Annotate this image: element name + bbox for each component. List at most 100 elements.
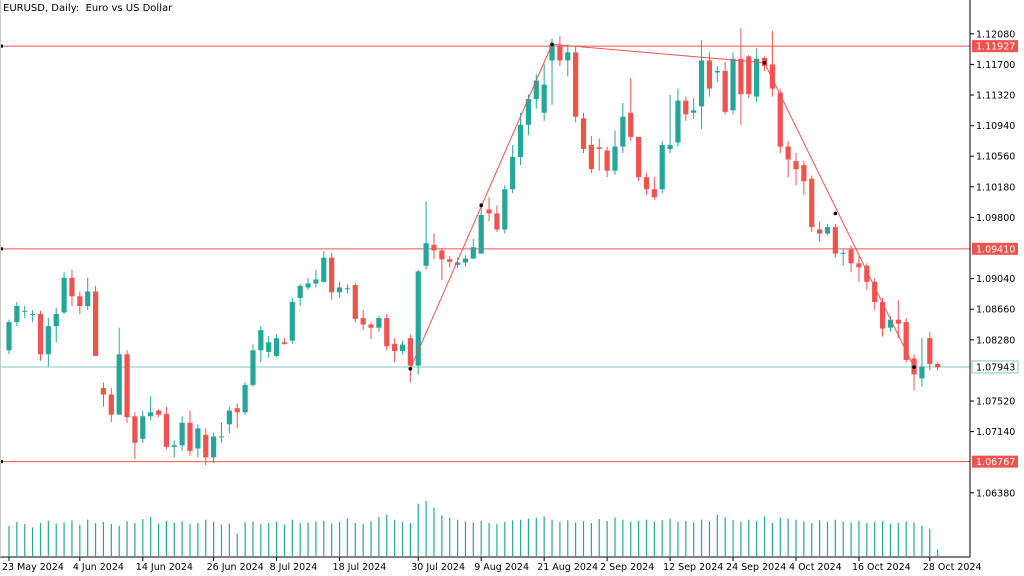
bull-candle — [250, 350, 256, 385]
trend-marker — [762, 61, 767, 65]
bear-candle — [777, 92, 783, 147]
bear-candle — [683, 100, 689, 115]
bear-candle — [817, 229, 823, 234]
bear-candle — [927, 338, 933, 364]
bear-candle — [281, 342, 288, 344]
bull-candle — [565, 52, 571, 61]
horizontal-lines-layer: 1.11927 1.09410 1.06767 1.07943 — [0, 40, 1019, 468]
bear-candle — [132, 416, 138, 443]
candles-layer — [6, 28, 941, 466]
bull-candle — [6, 322, 12, 351]
bull-candle — [297, 285, 303, 298]
bull-candle — [612, 146, 618, 171]
bear-candle — [163, 413, 169, 447]
bear-candle — [746, 56, 752, 95]
bull-candle — [45, 326, 51, 355]
bear-candle — [486, 209, 492, 214]
bear-candle — [384, 318, 390, 347]
bear-candle — [706, 60, 713, 89]
bear-candle — [494, 213, 500, 230]
bull-candle — [399, 344, 406, 352]
y-tick-label: 1.11700 — [976, 60, 1015, 71]
bear-candle — [643, 177, 650, 190]
level-label-box — [972, 40, 1018, 53]
bull-candle — [754, 58, 760, 97]
level-anchor — [0, 44, 3, 48]
bull-candle — [266, 342, 272, 352]
bull-candle — [478, 214, 484, 254]
bull-candle — [454, 262, 461, 265]
bull-candle — [698, 60, 705, 107]
bear-candle — [864, 265, 870, 282]
bull-candle — [273, 338, 280, 356]
zigzag-trendline — [409, 43, 915, 369]
x-tick-label: 26 Jun 2024 — [207, 562, 264, 573]
bear-candle — [588, 144, 594, 170]
x-tick-label: 2 Sep 2024 — [600, 562, 654, 573]
bear-candle — [722, 70, 728, 112]
level-anchor — [0, 247, 3, 251]
bull-candle — [211, 436, 217, 458]
level-label: 1.09410 — [976, 244, 1015, 255]
y-tick-label: 1.06380 — [976, 488, 1015, 499]
bear-candle — [809, 178, 815, 228]
bear-candle — [738, 58, 744, 95]
bull-candle — [659, 144, 665, 190]
bear-candle — [234, 408, 240, 413]
bull-candle — [415, 271, 421, 366]
bear-candle — [439, 250, 445, 260]
trendline-layer — [408, 42, 916, 371]
y-tick-label: 1.09040 — [976, 274, 1015, 285]
bull-candle — [549, 44, 555, 61]
bear-candle — [69, 277, 75, 297]
bull-candle — [30, 314, 36, 316]
bull-candle — [919, 366, 925, 379]
x-tick-label: 8 Jul 2024 — [270, 562, 318, 573]
bear-candle — [903, 322, 909, 360]
bear-candle — [108, 394, 114, 415]
bear-candle — [100, 388, 107, 395]
bull-candle — [423, 243, 429, 266]
bull-candle — [344, 288, 351, 290]
bull-candle — [336, 287, 343, 293]
bull-candle — [376, 318, 382, 328]
bull-candle — [517, 124, 524, 158]
bull-candle — [714, 70, 720, 73]
bull-candle — [61, 277, 67, 313]
bull-candle — [462, 258, 469, 263]
bull-candle — [305, 283, 311, 288]
bear-candle — [573, 52, 579, 117]
bull-candle — [840, 252, 846, 254]
bull-candle — [470, 247, 476, 259]
bear-candle — [596, 147, 602, 149]
bull-candle — [218, 436, 225, 438]
level-label: 1.11927 — [976, 42, 1015, 53]
bear-candle — [360, 318, 366, 325]
bull-candle — [667, 144, 673, 149]
bull-candle — [140, 416, 146, 439]
bear-candle — [793, 161, 799, 170]
y-tick-label: 1.12080 — [976, 29, 1015, 40]
x-tick-label: 12 Sep 2024 — [663, 562, 723, 573]
bear-candle — [935, 363, 941, 368]
chart-title: EURUSD, Daily: Euro vs US Dollar — [3, 3, 173, 14]
x-tick-label: 4 Jun 2024 — [73, 562, 124, 573]
bear-candle — [37, 314, 44, 355]
bull-candle — [510, 157, 516, 190]
bull-candle — [541, 84, 547, 113]
bull-candle — [525, 99, 532, 125]
bear-candle — [155, 410, 162, 415]
bear-candle — [431, 244, 437, 251]
bull-candle — [14, 305, 20, 323]
bear-candle — [124, 354, 130, 418]
bull-candle — [675, 100, 681, 143]
y-tick-label: 1.10180 — [976, 182, 1015, 193]
y-tick-label: 1.08660 — [976, 305, 1015, 316]
bull-candle — [620, 116, 626, 147]
level-label-box — [972, 242, 1018, 255]
bear-candle — [628, 112, 634, 137]
x-tick-label: 14 Jun 2024 — [136, 562, 193, 573]
y-tick-label: 1.10940 — [976, 121, 1015, 132]
x-tick-label: 4 Oct 2024 — [789, 562, 842, 573]
